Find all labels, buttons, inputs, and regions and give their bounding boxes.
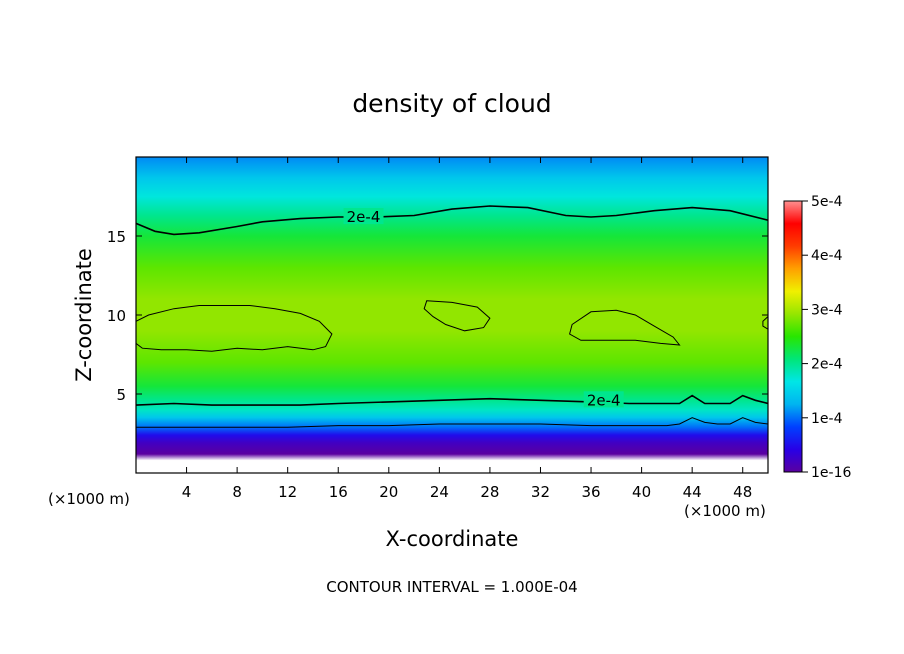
x-tick-label: 20: [379, 483, 398, 501]
x-axis-title: X-coordinate: [386, 527, 519, 551]
colorbar-tick-label: 4e-4: [811, 248, 843, 264]
x-tick-label: 48: [733, 483, 752, 501]
contour-label-gap: [343, 208, 384, 225]
contour-line: [136, 417, 768, 428]
contour-label: 2e-4: [347, 208, 381, 226]
x-tick-label: 8: [232, 483, 242, 501]
contour-line: [569, 309, 681, 346]
x-tick-label: 40: [632, 483, 651, 501]
colorbar-ticks: 1e-16 1e-4 2e-4 3e-4 4e-4 5e-4: [802, 194, 851, 481]
contour-label-gap: [583, 391, 624, 408]
colorbar-tick-label: 3e-4: [811, 302, 843, 318]
chart-title: density of cloud: [352, 89, 551, 118]
y-tick-label: 15: [107, 228, 126, 246]
x-tick-label: 32: [531, 483, 550, 501]
y-axis-title: Z-coordinate: [72, 248, 96, 382]
colorbar-tick-label: 2e-4: [811, 357, 843, 373]
contour-label: 2e-4: [587, 391, 621, 409]
plot-area: [136, 157, 768, 473]
colorbar-tick-label: 1e-4: [811, 411, 843, 427]
x-unit-label: (×1000 m): [48, 490, 130, 508]
colorbar-tick-label: 1e-16: [811, 465, 851, 481]
x-tick-label: 24: [430, 483, 449, 501]
x-tick-label: 12: [278, 483, 297, 501]
contour-line: [136, 305, 333, 352]
contour-line: [136, 394, 768, 406]
colorbar: [783, 200, 803, 473]
density-field: [136, 157, 768, 473]
colorbar-tick-label: 5e-4: [811, 194, 843, 210]
x-axis-ticks: 4 8 12 16 20 24 28 32 36 40 44 48: [182, 157, 752, 501]
contour-labels: 2e-4 2e-4: [343, 208, 624, 409]
y-tick-label: 10: [107, 307, 126, 325]
z-unit-label: (×1000 m): [684, 502, 766, 520]
contour-line: [423, 300, 491, 332]
contour-layer: [136, 205, 768, 428]
contour-interval-note: CONTOUR INTERVAL = 1.000E-04: [326, 578, 577, 596]
x-tick-label: 28: [480, 483, 499, 501]
contour-line: [762, 315, 768, 330]
y-axis-ticks: 5 10 15: [107, 228, 768, 404]
x-tick-label: 44: [683, 483, 702, 501]
x-tick-label: 16: [329, 483, 348, 501]
x-tick-label: 36: [581, 483, 600, 501]
x-tick-label: 4: [182, 483, 192, 501]
contour-line: [136, 205, 768, 236]
y-tick-label: 5: [116, 386, 126, 404]
